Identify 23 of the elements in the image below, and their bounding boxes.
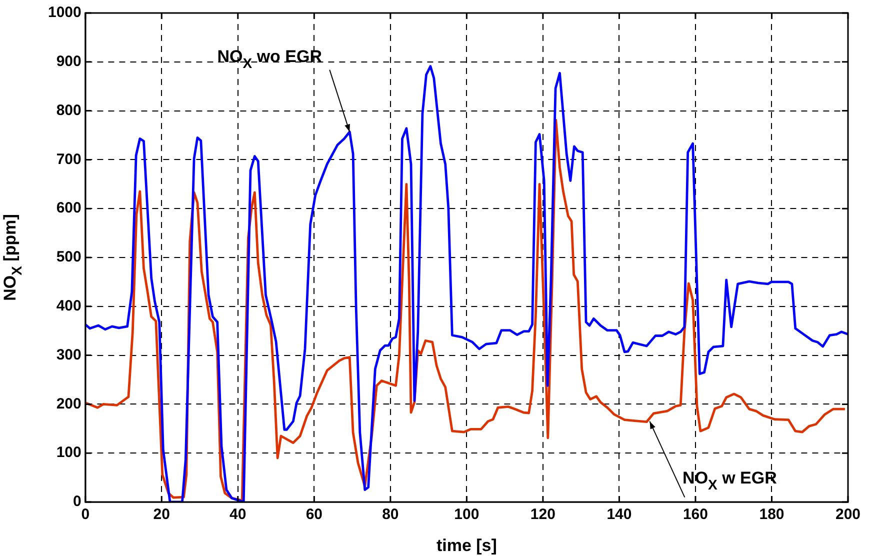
y-tick-label: 300 — [56, 346, 82, 364]
y-tick-label: 700 — [56, 150, 82, 168]
x-tick-label: 60 — [306, 506, 322, 524]
y-tick-label: 800 — [56, 102, 82, 119]
x-tick-label: 160 — [682, 506, 708, 524]
y-tick-label: 500 — [56, 248, 82, 266]
x-tick-label: 100 — [454, 506, 480, 524]
x-axis-title: time [s] — [436, 536, 497, 555]
y-tick-label: 0 — [73, 493, 82, 510]
x-tick-label: 120 — [530, 506, 556, 524]
x-tick-label: 40 — [230, 506, 246, 524]
y-tick-label: 1000 — [48, 4, 82, 22]
y-tick-label: 400 — [56, 298, 82, 315]
y-tick-label: 200 — [56, 395, 82, 412]
x-tick-label: 200 — [835, 506, 861, 524]
y-tick-label: 900 — [56, 53, 82, 70]
x-tick-label: 20 — [153, 506, 170, 524]
y-axis-title: NOX [ppm] — [0, 214, 24, 301]
x-tick-label: 80 — [382, 506, 399, 524]
x-tick-label: 180 — [759, 506, 784, 524]
x-tick-label: 140 — [606, 506, 632, 524]
y-tick-label: 600 — [56, 200, 82, 217]
y-tick-label: 100 — [56, 444, 82, 462]
